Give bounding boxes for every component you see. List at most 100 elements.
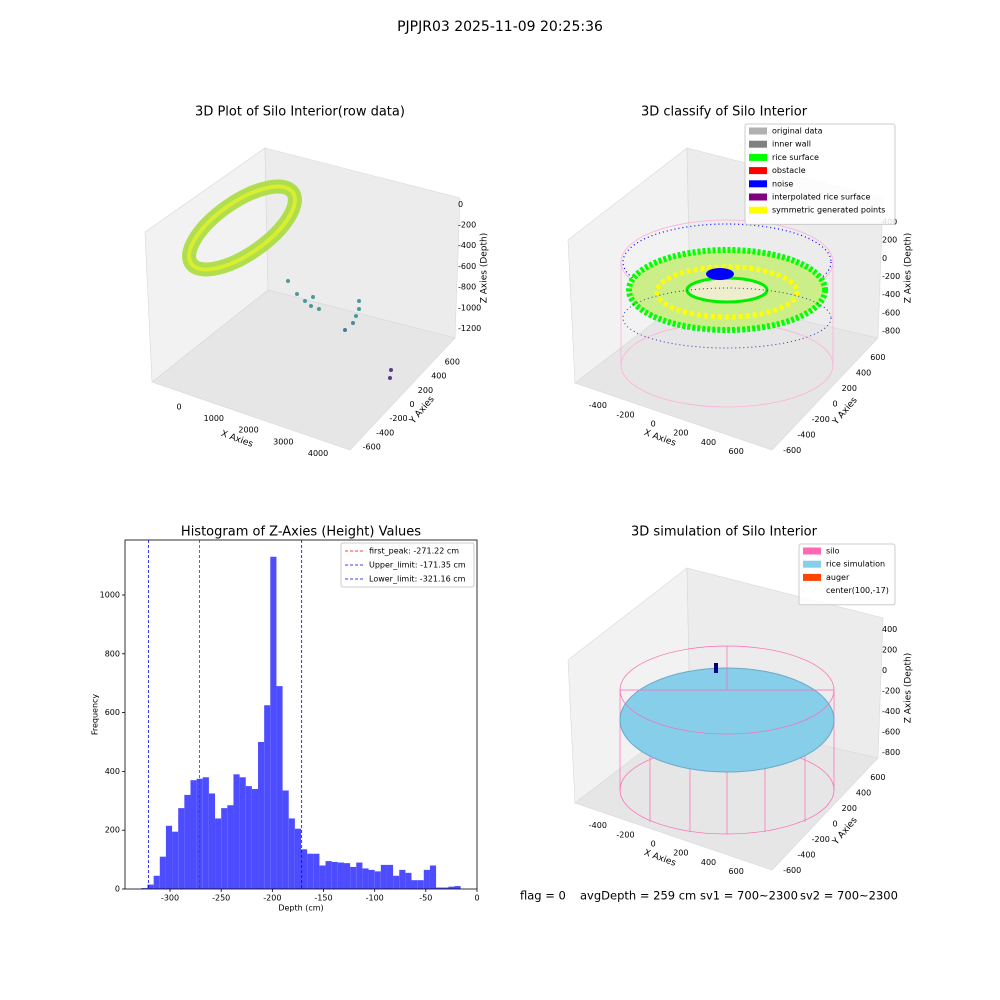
panel-title: Histogram of Z-Axies (Height) Values [181, 525, 421, 540]
y-tick-label: 0 [832, 820, 837, 829]
legend-swatch [749, 140, 767, 148]
legend-label: rice surface [772, 153, 819, 162]
y-tick-label: 800 [105, 649, 120, 658]
bar [429, 865, 437, 889]
bar [215, 818, 222, 889]
bar [436, 887, 443, 889]
y-tick-label: 600 [445, 358, 460, 367]
z-tick-label: 200 [882, 645, 897, 654]
y-tick-label: 400 [431, 372, 446, 381]
x-tick-label: -400 [589, 821, 607, 830]
z-tick-label: -800 [882, 326, 900, 335]
legend-swatch [749, 180, 767, 188]
pane-floor [151, 289, 456, 451]
bar [399, 869, 406, 889]
panel-title: 3D simulation of Silo Interior [631, 525, 818, 540]
bar [380, 864, 387, 889]
y-tick-label: 600 [870, 353, 885, 362]
z-tick-label: -600 [882, 308, 900, 317]
x-tick-label: -200 [616, 410, 634, 419]
y-axis-label: Frequency [91, 694, 100, 736]
bar [362, 868, 369, 889]
bar [307, 853, 314, 889]
legend-label: Lower_limit: -321.16 cm [369, 575, 466, 584]
x-tick-label: -150 [314, 894, 332, 903]
x-tick-label: 0 [177, 403, 182, 412]
legend-swatch [749, 167, 767, 175]
x-axis-label: X Axies [642, 848, 677, 869]
x-tick-label: 200 [673, 849, 688, 858]
silo-simulation [619, 645, 835, 835]
legend-swatch [803, 573, 821, 581]
y-tick-label: -400 [797, 850, 815, 859]
y-tick-label: -600 [363, 442, 381, 451]
panel-title: 3D Plot of Silo Interior(row data) [195, 105, 405, 120]
legend-label: symmetric generated points [772, 206, 885, 215]
bar [331, 861, 338, 889]
x-tick-label: -200 [616, 830, 634, 839]
z-tick-label: -200 [458, 221, 476, 230]
z-tick-label: 0 [882, 666, 887, 675]
z-tick-label: 400 [882, 625, 897, 634]
x-tick-label: 1000 [204, 414, 224, 423]
bar [301, 849, 308, 889]
bar [190, 780, 197, 889]
bar [319, 865, 326, 889]
legend-box [744, 123, 896, 225]
bar [165, 825, 173, 889]
bar [276, 686, 283, 889]
bar [423, 869, 430, 889]
x-tick-label: 0 [651, 419, 656, 428]
status-sv2: sv2 = 700~2300 [800, 889, 898, 903]
x-tick-label: -250 [212, 894, 230, 903]
y-tick-label: 1000 [100, 590, 120, 599]
bar [184, 794, 191, 889]
legend-swatch [749, 127, 767, 135]
bar [405, 872, 412, 889]
y-tick-label: 200 [418, 386, 433, 395]
y-tick-label: 600 [870, 773, 885, 782]
status-depth: avgDepth = 259 cm [580, 889, 696, 903]
y-tick-label: -200 [389, 414, 407, 423]
bar [417, 880, 424, 889]
legend-label: inner wall [772, 140, 811, 149]
x-tick-label: 200 [673, 429, 688, 438]
z-tick-label: -600 [882, 728, 900, 737]
x-tick-label: 400 [701, 438, 716, 447]
z-tick-label: -200 [882, 687, 900, 696]
z-axis-label: Z Axies (Depth) [904, 233, 914, 304]
bar [325, 861, 332, 889]
legend-label: obstacle [772, 166, 806, 175]
bar [386, 864, 394, 889]
x-tick-label: 3000 [273, 437, 293, 446]
legend-label: auger [826, 573, 850, 582]
legend-label: Upper_limit: -171.35 cm [369, 561, 466, 570]
bar [368, 869, 375, 889]
bar [356, 862, 363, 889]
legend-swatch [749, 193, 767, 201]
bar [393, 875, 400, 889]
x-tick-label: -50 [419, 894, 432, 903]
status-flag: flag = 0 [520, 889, 566, 903]
z-axis-label: Z Axies (Depth) [904, 653, 914, 724]
bar [374, 871, 381, 889]
legend-box [340, 542, 475, 588]
y-tick-label: -400 [797, 430, 815, 439]
z-tick-label: -400 [882, 707, 900, 716]
plot: 01000200030004000-600-400-20002004006000… [91, 123, 914, 913]
bar [264, 705, 271, 889]
y-tick-label: -400 [376, 428, 394, 437]
bar [221, 808, 228, 889]
classified-points [620, 219, 834, 408]
bar [245, 786, 252, 889]
legend-label: interpolated rice surface [772, 193, 870, 202]
y-tick-label: 400 [856, 369, 871, 378]
z-tick-label: -800 [882, 748, 900, 757]
y-tick-label: 200 [842, 804, 857, 813]
bar [233, 774, 240, 889]
x-tick-label: 400 [701, 858, 716, 867]
status-sv1: sv1 = 700~2300 [700, 889, 798, 903]
z-tick-label: -200 [882, 272, 900, 281]
legend-label: noise [772, 179, 793, 188]
